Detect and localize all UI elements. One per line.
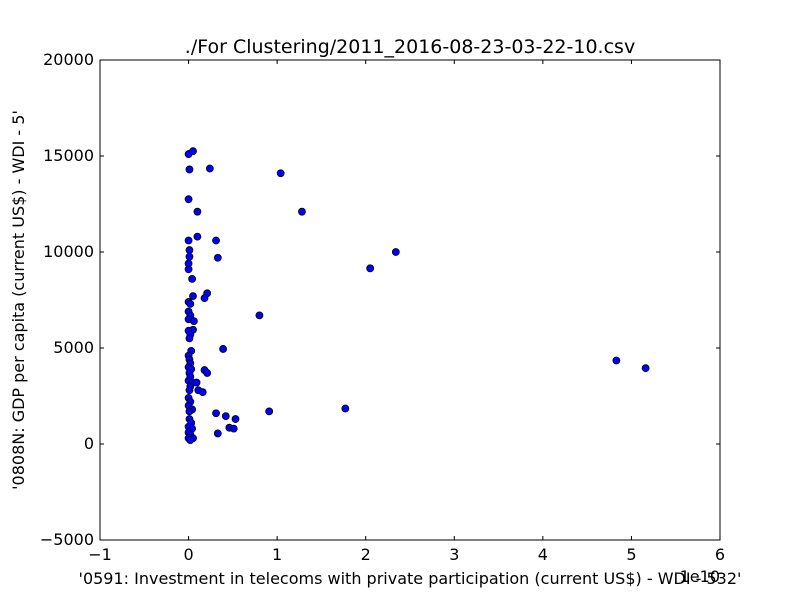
data-point-0-38 (203, 369, 212, 377)
y-tick-label-1: 0 (84, 434, 94, 453)
x-axis-offset-label: 1e10 (680, 567, 720, 586)
data-point-0-10 (185, 252, 194, 261)
data-point-0-74 (641, 364, 650, 373)
data-point-0-24 (189, 317, 198, 326)
y-tick-label-4: 15000 (43, 146, 94, 165)
data-point-0-69 (276, 169, 285, 178)
data-point-0-46 (198, 388, 207, 397)
data-point-0-19 (186, 299, 195, 308)
data-point-0-14 (188, 274, 197, 283)
data-point-0-3 (205, 164, 214, 173)
data-point-0-2 (185, 165, 194, 174)
data-point-0-56 (231, 415, 240, 423)
data-point-0-65 (213, 429, 222, 438)
data-point-0-70 (298, 207, 306, 216)
x-tick-label-5: 4 (538, 545, 548, 564)
x-tick-label-0: −1 (88, 545, 112, 564)
data-point-0-16 (189, 292, 197, 301)
y-tick-label-5: 20000 (43, 50, 94, 69)
x-tick-label-7: 6 (715, 545, 725, 564)
y-tick-label-0: −5000 (40, 530, 94, 549)
data-point-0-29 (219, 345, 228, 353)
x-tick-label-1: 0 (183, 545, 193, 564)
data-point-0-11 (213, 253, 222, 262)
data-point-0-71 (391, 248, 400, 256)
data-point-0-42 (192, 378, 201, 387)
data-points (184, 147, 650, 445)
data-point-0-55 (221, 412, 230, 421)
data-point-0-22 (255, 311, 264, 320)
data-point-0-52 (212, 409, 220, 418)
y-axis-label: '0808N: GDP per capita (current US$) - W… (9, 110, 28, 490)
plot-area-frame (99, 59, 721, 541)
data-point-0-4 (184, 195, 193, 204)
axis-ticks (99, 59, 721, 541)
data-point-0-7 (184, 236, 193, 245)
axis-tick-labels: −1 0 1 2 3 4 5 6 −5000 0 5000 10000 15000 20000 (40, 50, 725, 564)
data-point-0-62 (229, 424, 238, 433)
x-tick-label-3: 2 (361, 545, 371, 564)
data-point-0-5 (193, 207, 202, 216)
data-point-0-17 (200, 294, 209, 302)
data-point-0-6 (193, 232, 202, 241)
y-tick-label-2: 5000 (53, 338, 94, 357)
x-tick-label-6: 5 (626, 545, 636, 564)
data-point-0-8 (212, 236, 220, 245)
data-point-0-9 (185, 246, 194, 254)
y-tick-label-3: 10000 (43, 242, 94, 261)
x-axis-label: '0591: Investment in telecoms with priva… (79, 569, 742, 588)
data-point-0-1 (189, 147, 197, 156)
data-point-0-68 (186, 436, 195, 445)
data-point-0-53 (265, 407, 274, 416)
data-point-0-72 (366, 264, 375, 273)
x-tick-label-2: 1 (272, 545, 282, 564)
data-point-0-13 (184, 265, 193, 274)
data-point-0-44 (185, 386, 194, 395)
data-point-0-51 (185, 407, 194, 416)
data-point-0-54 (341, 404, 350, 413)
x-tick-label-4: 3 (449, 545, 459, 564)
data-point-0-73 (612, 356, 621, 365)
chart-title: ./For Clustering/2011_2016-08-23-03-22-1… (185, 36, 635, 58)
data-point-0-28 (185, 334, 194, 343)
